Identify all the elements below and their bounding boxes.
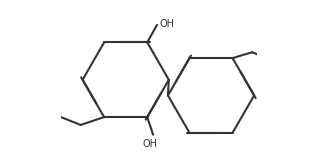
Text: OH: OH: [143, 139, 158, 149]
Text: OH: OH: [159, 19, 174, 29]
